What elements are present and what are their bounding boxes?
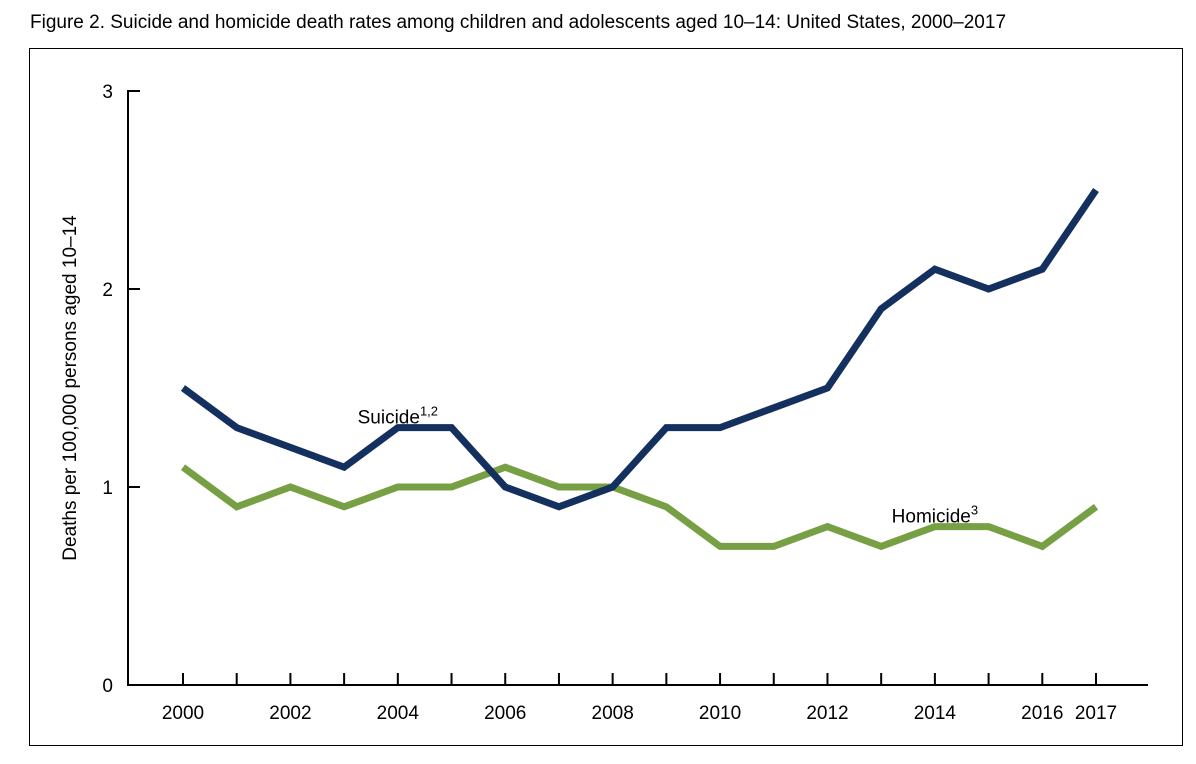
- y-tick-label: 3: [102, 82, 113, 103]
- x-tick-label: 2008: [592, 703, 634, 724]
- x-tick-label: 2004: [377, 703, 420, 724]
- x-ticks: 2000 2002 2004 2006 2008 2010 2012 2014 2016 2017: [162, 673, 1117, 724]
- series-lines: [180, 188, 1099, 551]
- chart-axes: [127, 90, 1148, 686]
- x-tick-label: 2012: [806, 703, 848, 724]
- x-tick-label: 2016: [1021, 703, 1063, 724]
- y-ticks: 0 1 2 3: [102, 82, 140, 697]
- y-tick-label: 1: [102, 478, 113, 499]
- x-tick-label: 2014: [914, 703, 957, 724]
- y-tick-label: 0: [102, 676, 113, 697]
- figure-title: Figure 2. Suicide and homicide death rat…: [30, 12, 1007, 33]
- suicide-label: Suicide1,2: [358, 404, 438, 429]
- y-axis-label: Deaths per 100,000 persons aged 10–14: [60, 215, 81, 561]
- x-tick-label: 2002: [269, 703, 311, 724]
- x-tick-label: 2010: [699, 703, 741, 724]
- x-tick-label: 2017: [1075, 703, 1117, 724]
- suicide-footnote: 1,2: [420, 404, 438, 419]
- x-tick-label: 2000: [162, 703, 204, 724]
- x-tick-label: 2006: [484, 703, 526, 724]
- homicide-label-text: Homicide: [892, 507, 971, 528]
- chart-frame: [29, 48, 1183, 746]
- homicide-line: [180, 463, 1099, 551]
- y-tick-label: 2: [102, 280, 113, 301]
- series-labels: Suicide1,2 Homicide3: [358, 404, 978, 528]
- homicide-label: Homicide3: [892, 503, 978, 528]
- suicide-label-text: Suicide: [358, 408, 420, 429]
- homicide-footnote: 3: [971, 503, 978, 518]
- suicide-line: [180, 188, 1099, 511]
